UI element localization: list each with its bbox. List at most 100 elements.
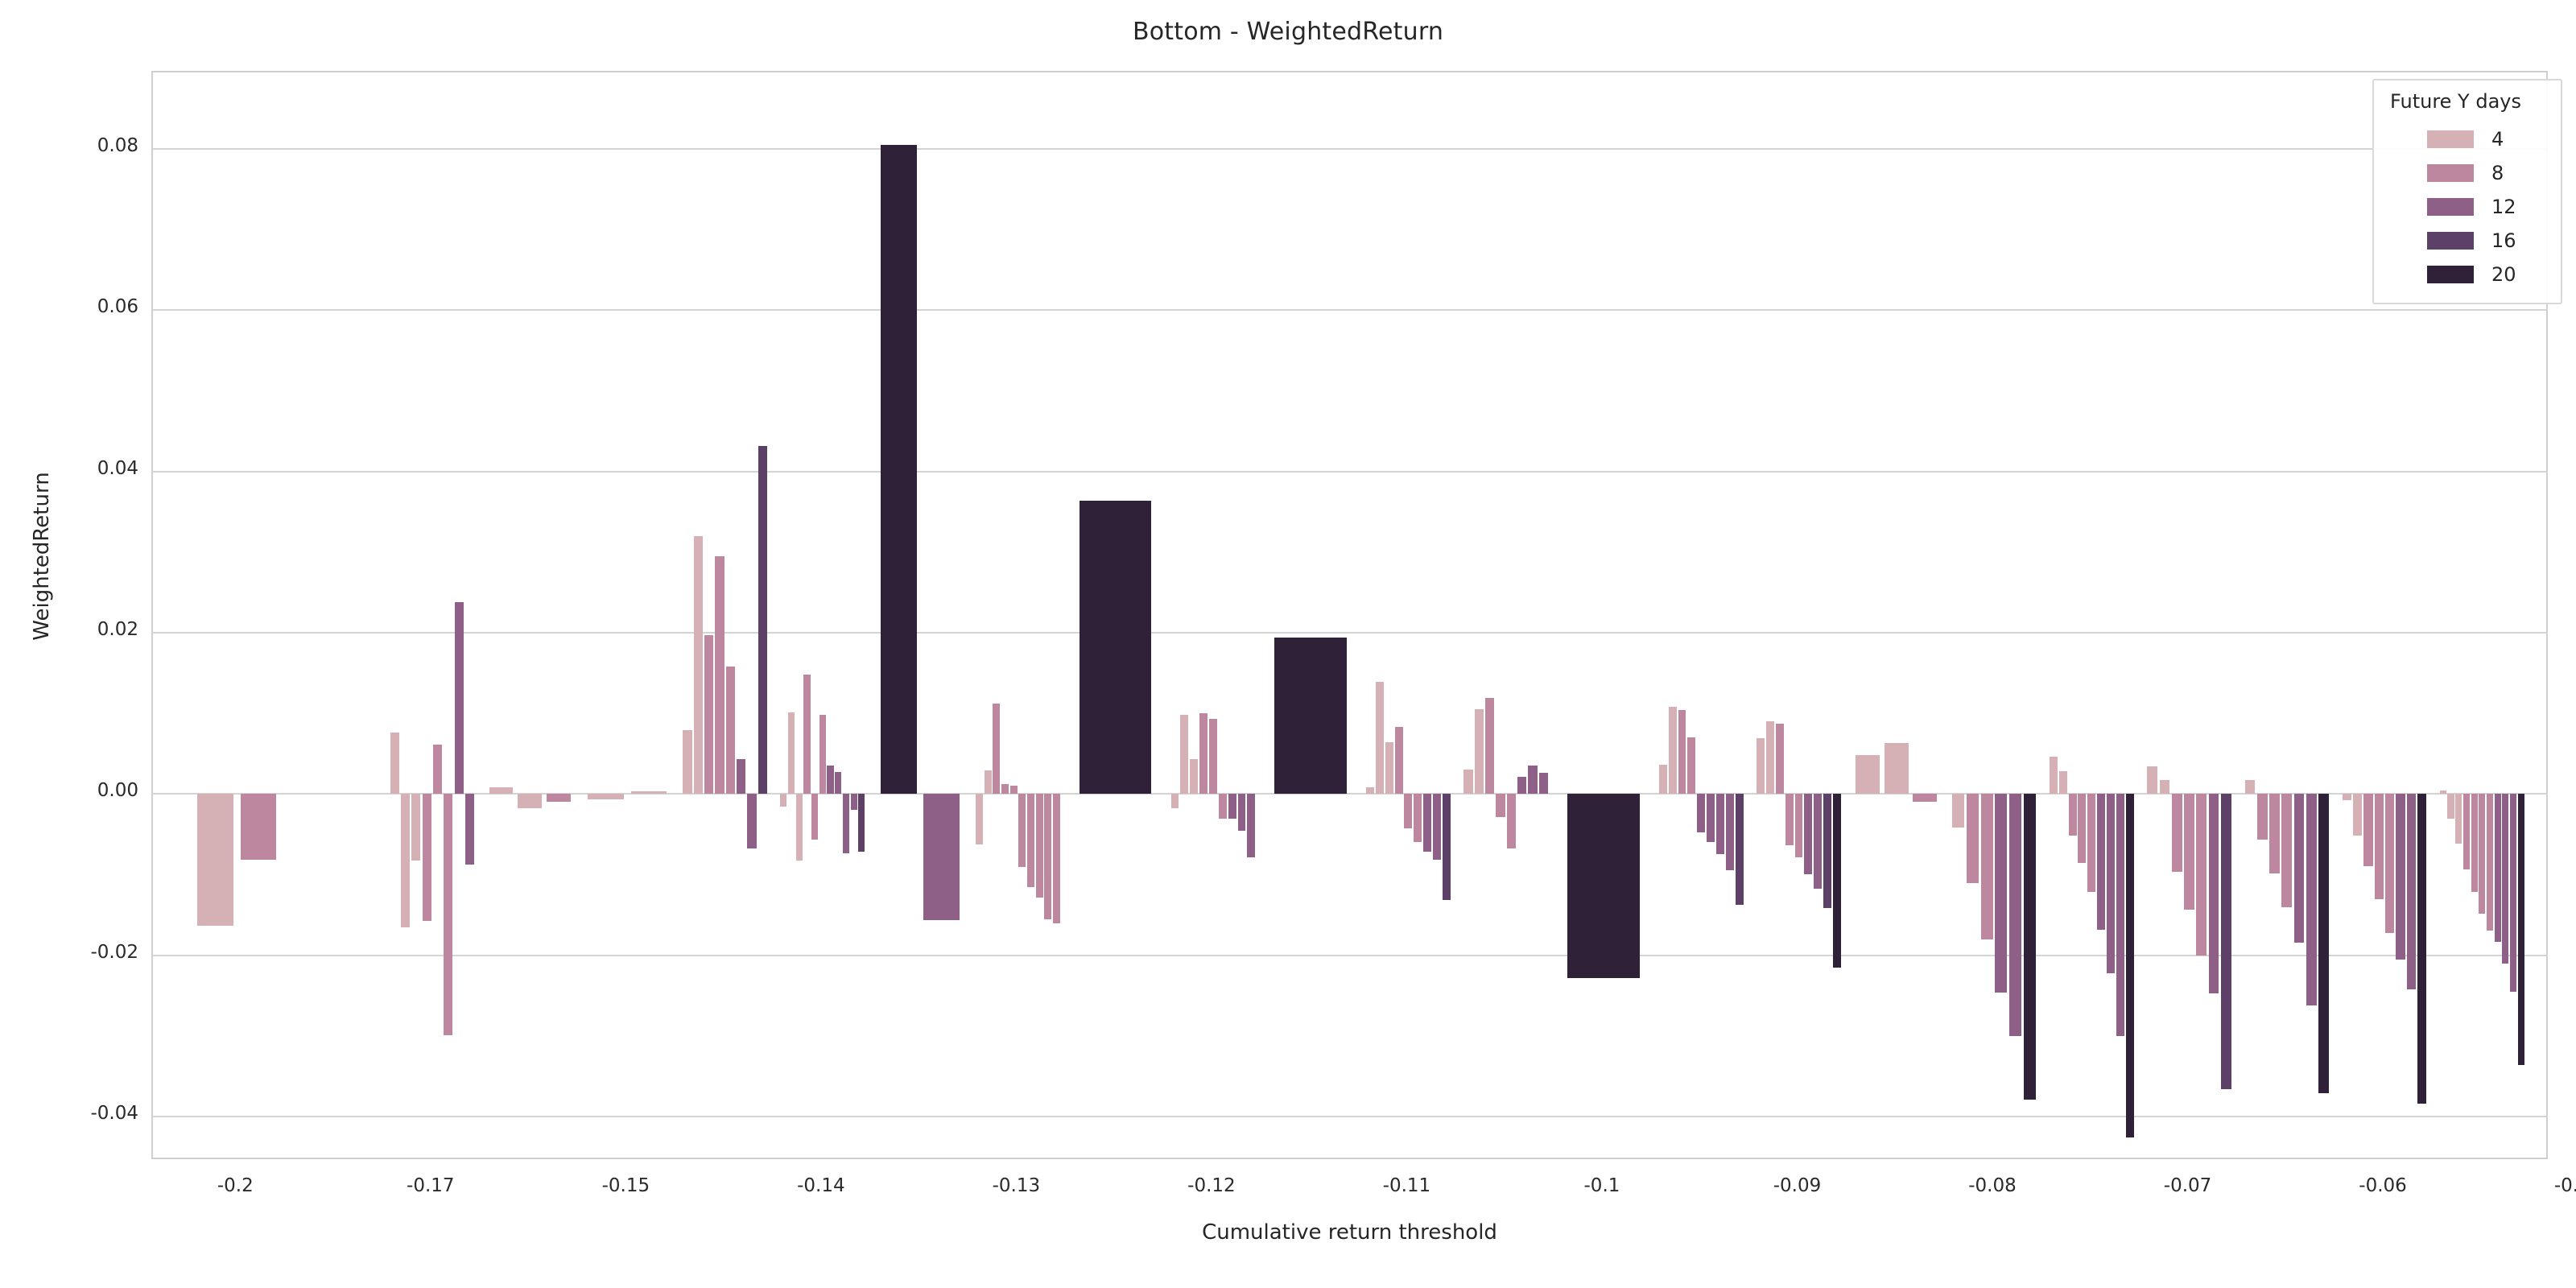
bar [1404,794,1413,829]
legend-item[interactable]: 8 [2388,156,2546,190]
bar [2097,794,2106,930]
legend-item[interactable]: 4 [2388,122,2546,156]
bar [1658,765,1667,795]
bar [1463,770,1473,795]
bar [1668,707,1677,795]
bar [1394,727,1403,795]
bar [489,787,514,795]
bar [1757,738,1765,795]
bar [432,745,443,795]
bar [1274,638,1347,795]
legend-swatch-icon [2427,232,2474,250]
bar [1725,794,1734,871]
bar [197,794,233,926]
gridline [153,148,2546,151]
bar [1170,794,1179,809]
x-axis-label: Cumulative return threshold [1202,1220,1497,1245]
bar [737,759,746,795]
bar [2406,794,2416,989]
bar [2269,794,2280,874]
legend-item[interactable]: 12 [2388,190,2546,224]
bar [1697,794,1706,833]
bar [1567,794,1640,978]
plot-area [151,71,2548,1159]
bar [1485,698,1495,795]
bar [1180,715,1189,795]
bar [1218,794,1227,819]
legend-swatch-icon [2427,266,2474,283]
bar [795,794,803,861]
bar [787,712,795,795]
legend-title: Future Y days [2390,90,2521,113]
bar [1018,794,1026,868]
bar [975,794,983,845]
bar [1794,794,1803,858]
bar [2342,794,2351,801]
bar [2306,794,2317,1005]
bar [546,794,571,803]
x-axis-tick-label: -0.12 [1187,1175,1236,1196]
bar [1995,794,2008,993]
bar [1079,500,1152,795]
bar [715,555,724,795]
legend-item[interactable]: 20 [2388,258,2546,291]
bar [422,794,431,921]
bar [2024,794,2036,1100]
bar [411,794,421,861]
bar [2078,794,2087,864]
bar [588,794,625,800]
bar [780,794,787,807]
bar [2256,794,2268,840]
legend-swatch-icon [2427,164,2474,182]
legend-item-label: 16 [2491,229,2516,252]
bar [1966,794,1979,884]
bar [1765,721,1774,795]
legend-item-label: 12 [2491,196,2516,218]
legend-item-label: 20 [2491,263,2516,286]
bar [2107,794,2115,973]
bar [747,794,757,849]
bar [2439,791,2446,795]
bar [2281,794,2293,907]
legend-item-label: 4 [2491,128,2504,151]
bar [2502,794,2509,964]
legend-swatch-icon [2427,130,2474,148]
bar [2374,794,2384,899]
bar [1814,794,1823,890]
y-axis-tick-label: -0.02 [90,941,138,963]
y-axis-label: WeightedReturn [30,472,54,641]
bar [1035,794,1043,898]
bar [1832,794,1841,968]
bar [993,704,1001,795]
y-axis-tick-label: 0.00 [97,780,138,802]
bar [2353,794,2363,836]
bar [1715,794,1724,855]
gridline [153,954,2546,956]
bar [693,535,703,795]
y-axis-tick-label: 0.06 [97,296,138,318]
bar [1026,794,1034,888]
bar [2049,757,2058,795]
legend-item[interactable]: 16 [2388,224,2546,258]
x-axis-tick-label: -0.13 [992,1175,1041,1196]
bar [819,715,826,795]
bar [850,794,857,811]
gridline [153,470,2546,473]
bar [2517,794,2524,1065]
legend-rows: 4 8 12 16 20 [2388,122,2546,291]
bar [1001,784,1009,795]
bar [1980,794,1993,939]
bar [704,635,714,795]
bar [842,794,850,854]
bar [390,733,399,795]
bar [1009,786,1018,795]
bar [2220,794,2231,1089]
bar [1506,794,1516,849]
x-axis-tick-label: -0.14 [797,1175,845,1196]
bar [1474,709,1484,795]
bar [2385,794,2395,933]
y-axis-tick-label: 0.04 [97,457,138,479]
y-axis-tick-label: 0.08 [97,135,138,157]
bar [1433,794,1441,861]
bar [1052,794,1060,923]
